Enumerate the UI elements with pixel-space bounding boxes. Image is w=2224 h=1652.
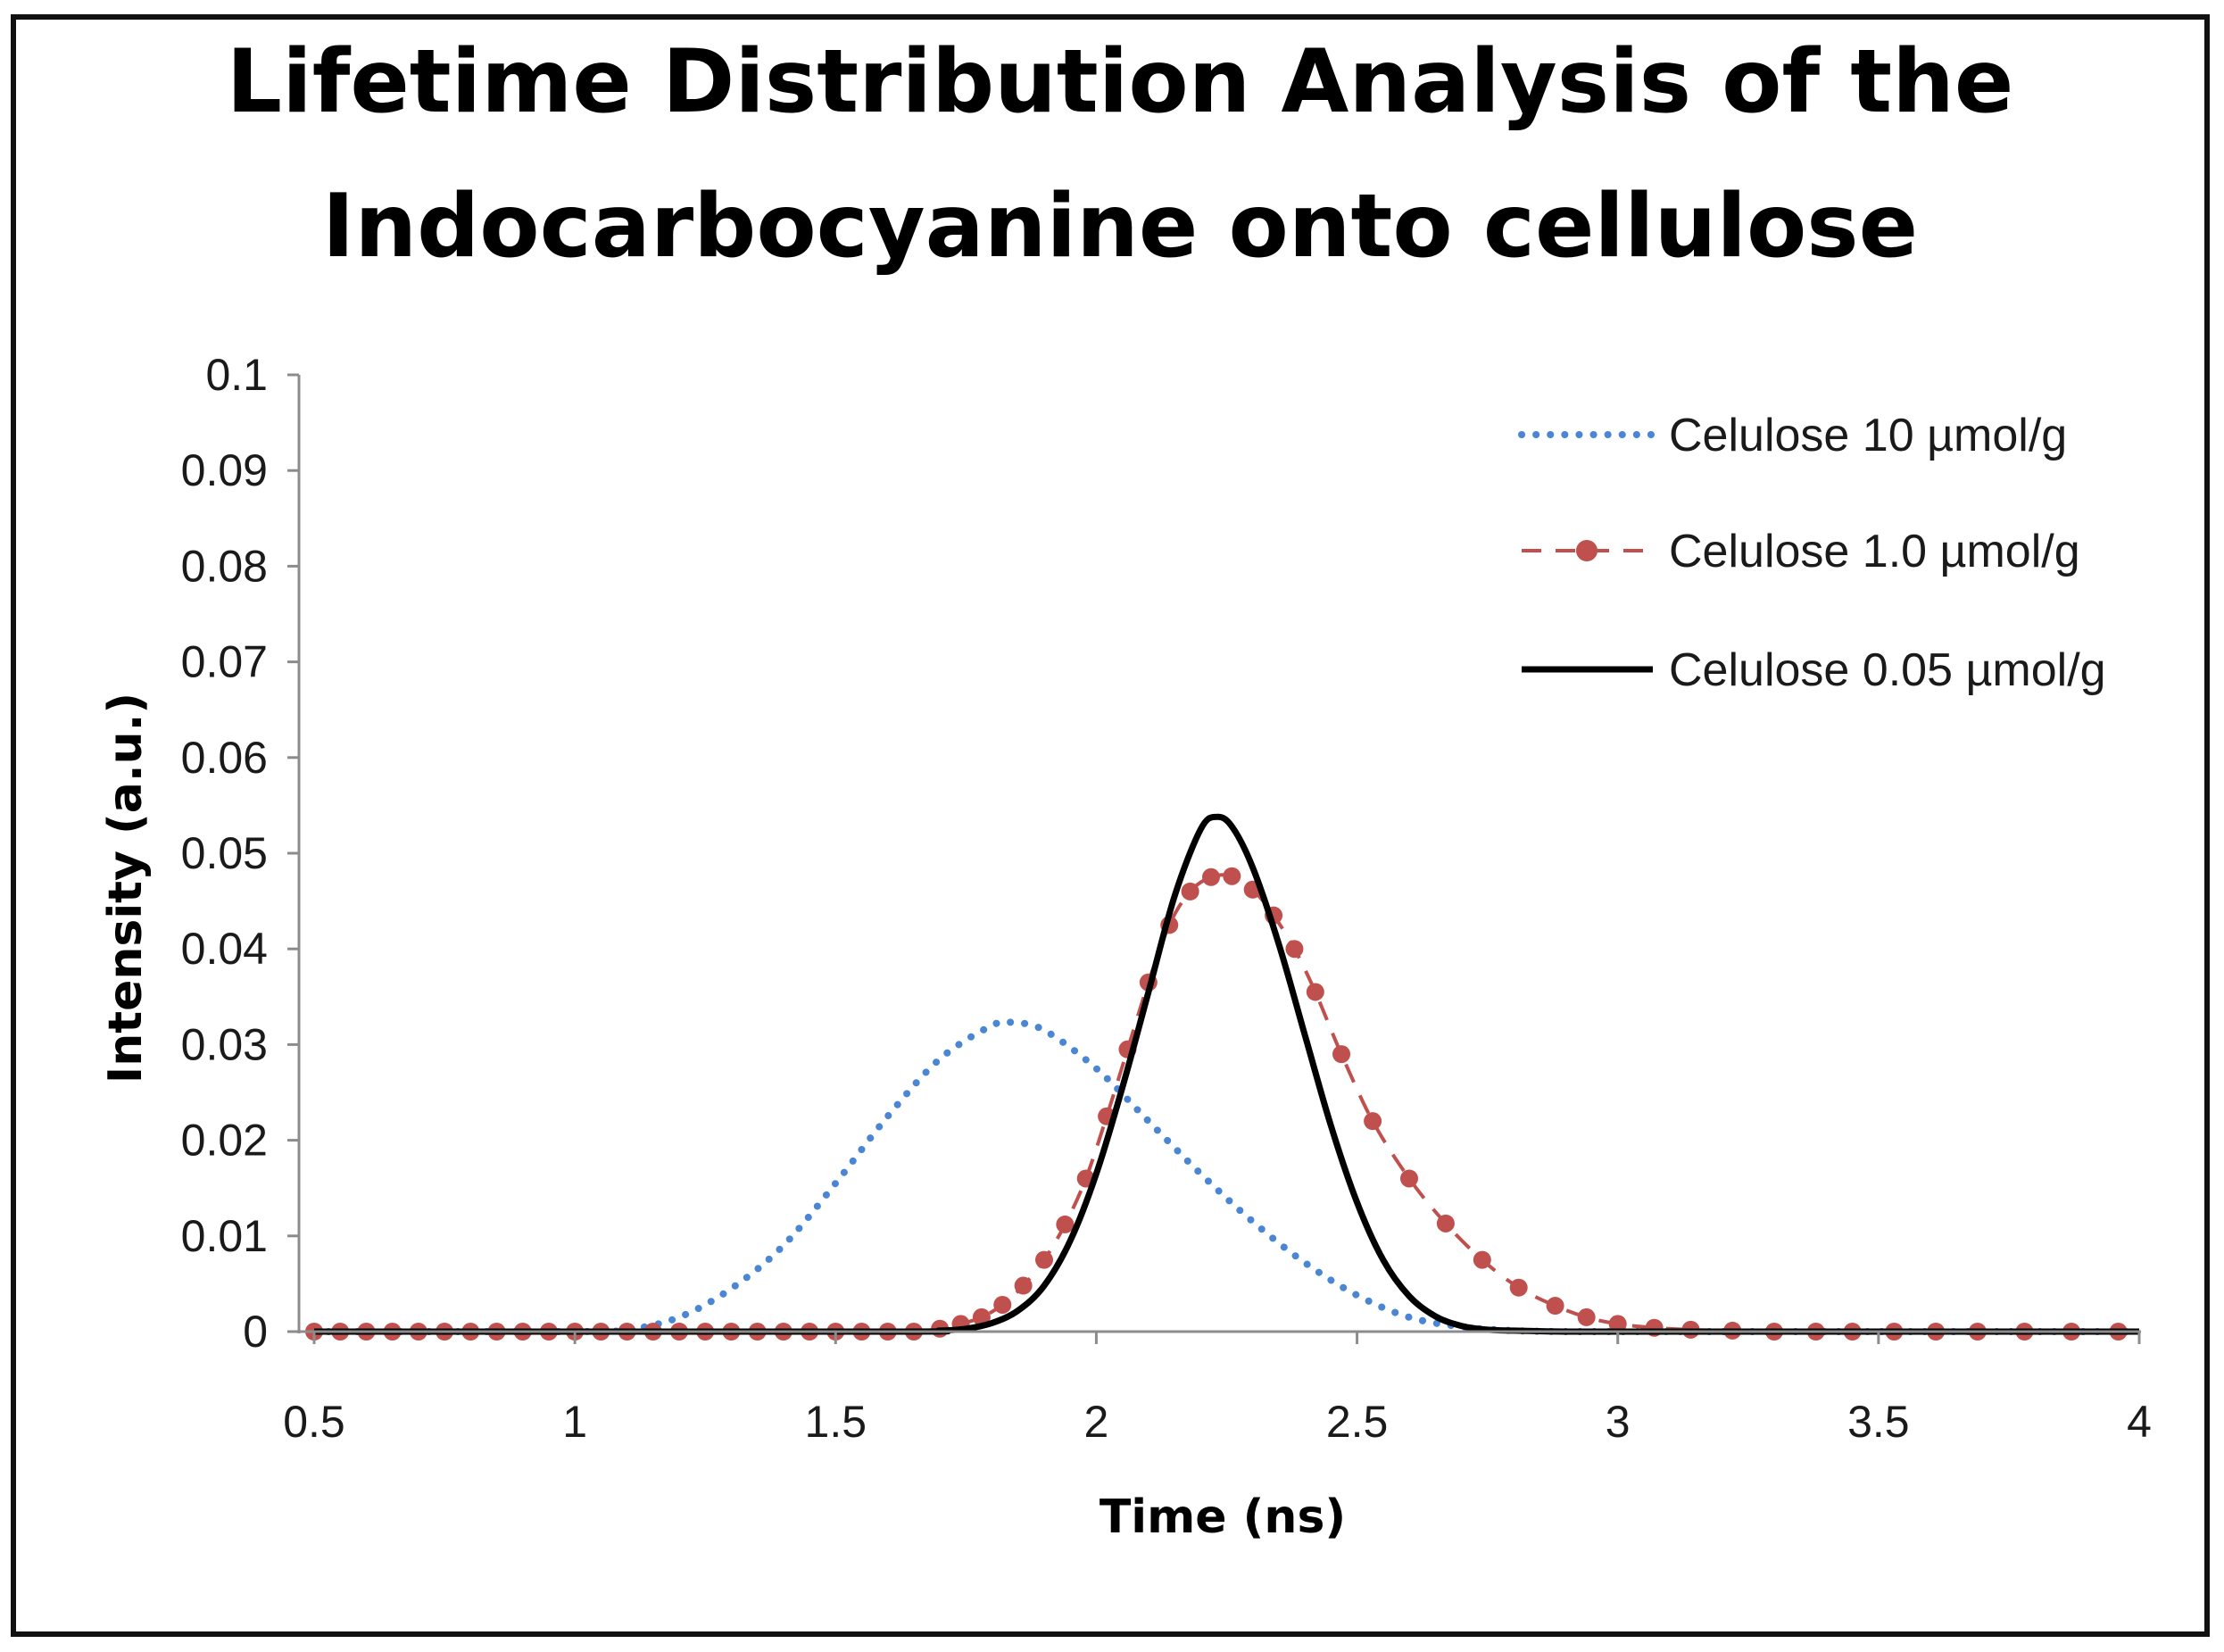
series-celulose-1-0-marker xyxy=(1436,1214,1455,1233)
series-celulose-1-0-marker xyxy=(1201,868,1220,886)
series-celulose-10 xyxy=(311,1017,2143,1336)
y-tick-label: 0.01 xyxy=(181,1211,268,1261)
legend: Celulose 10 µmol/g Celulose 1.0 µmol/g Cel… xyxy=(1518,410,2106,696)
x-axis-title: Time (ns) xyxy=(1100,1490,1346,1544)
y-tick-label: 0.05 xyxy=(181,828,268,878)
series-celulose-1-0-marker xyxy=(1285,940,1304,959)
series-celulose-1-0-marker xyxy=(1332,1045,1351,1064)
y-tick-label: 0 xyxy=(243,1307,268,1357)
y-tick-label: 0.1 xyxy=(205,350,268,400)
y-tick-label: 0.09 xyxy=(181,445,268,495)
legend-label-3: Celulose 0.05 µmol/g xyxy=(1669,644,2106,696)
x-tick-label: 0.5 xyxy=(283,1397,345,1447)
y-tick-label: 0.02 xyxy=(181,1116,268,1166)
series-celulose-1-0-marker xyxy=(1306,983,1324,1001)
series-celulose-1-0-marker xyxy=(993,1295,1012,1314)
y-tick-label: 0.04 xyxy=(181,924,268,974)
series-celulose-1-0-marker xyxy=(1473,1250,1491,1269)
legend-marker-2 xyxy=(1576,540,1597,561)
x-tick-label: 3 xyxy=(1606,1397,1631,1447)
series-celulose-1-0 xyxy=(314,873,2119,1333)
y-tick-label: 0.06 xyxy=(181,733,268,783)
x-axis-ticks: 0.5 1 1.5 2 2.5 3 3.5 4 xyxy=(283,1332,2152,1447)
x-tick-label: 4 xyxy=(2127,1397,2152,1447)
series-celulose-1-0-marker xyxy=(1181,882,1199,901)
series-celulose-1-0-marker xyxy=(1577,1307,1596,1326)
y-axis-title: Intensity (a.u.) xyxy=(99,693,153,1083)
series-celulose-1-0-marker xyxy=(1014,1276,1033,1295)
series-celulose-1-0-marker xyxy=(1056,1215,1075,1233)
y-tick-label: 0.07 xyxy=(181,637,268,687)
series-celulose-1-0-marker xyxy=(1035,1250,1053,1269)
legend-label-1: Celulose 10 µmol/g xyxy=(1669,410,2067,461)
series-celulose-0-05 xyxy=(314,813,2139,1335)
legend-label-2: Celulose 1.0 µmol/g xyxy=(1669,526,2080,577)
series-celulose-1-0-marker xyxy=(1608,1315,1627,1333)
chart-title-line-2: Indocarbocyanine onto cellulose xyxy=(322,176,1918,278)
x-tick-label: 1.5 xyxy=(805,1397,867,1447)
x-tick-label: 3.5 xyxy=(1847,1397,1910,1447)
x-tick-label: 2.5 xyxy=(1326,1397,1389,1447)
plot-lines xyxy=(305,813,2143,1341)
series-celulose-1-0-marker xyxy=(1400,1169,1418,1188)
x-tick-label: 1 xyxy=(562,1397,587,1447)
series-celulose-1-0-marker xyxy=(1364,1112,1382,1131)
x-tick-label: 2 xyxy=(1084,1397,1109,1447)
chart-title-line-1: Lifetime Distribution Analysis of the xyxy=(227,31,2014,133)
y-tick-label: 0.03 xyxy=(181,1019,268,1069)
series-celulose-1-0-marker xyxy=(1509,1278,1528,1297)
y-axis-ticks: 0 0.01 0.02 0.03 0.04 0.05 0.06 0.07 0.08 0.09 0.1 xyxy=(181,350,299,1357)
series-celulose-1-0-marker xyxy=(1223,867,1241,885)
chart-frame xyxy=(11,14,2210,1637)
series-celulose-1-0-marker xyxy=(1546,1297,1564,1316)
y-tick-label: 0.08 xyxy=(181,541,268,591)
